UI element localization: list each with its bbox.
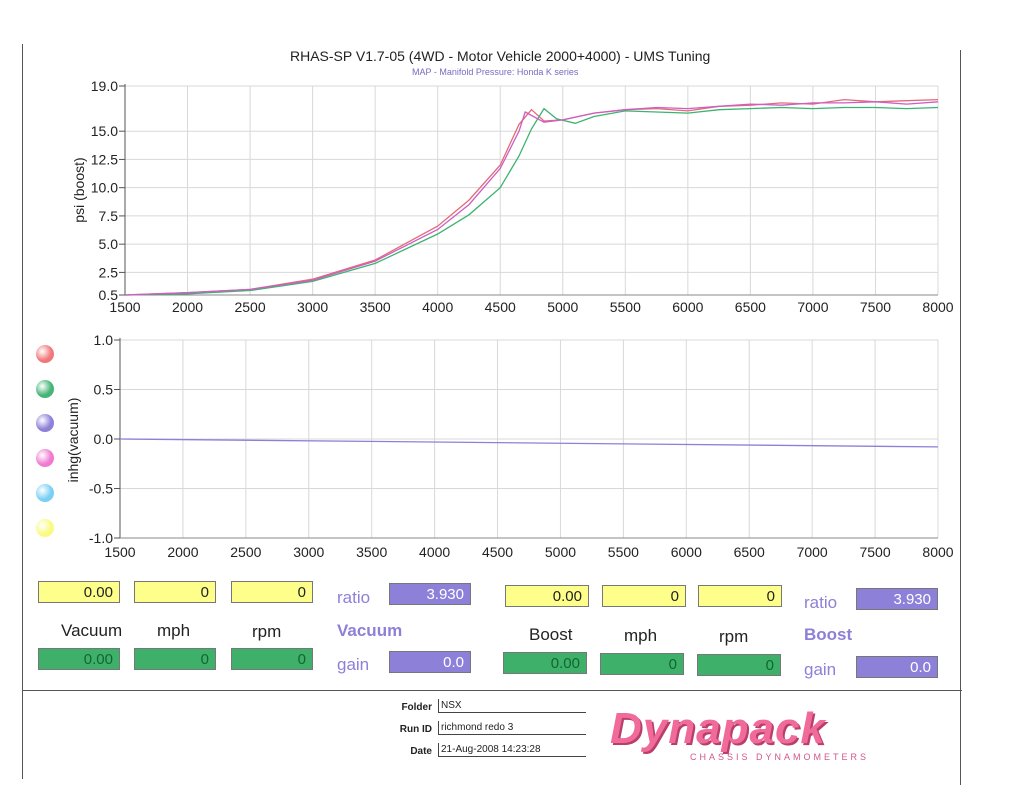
vacuum-chart: 1500 2000 2500 3000 3500 4000 4500 5000 5500 6000… xyxy=(65,332,954,560)
vacuum-name-label: Vacuum xyxy=(337,621,403,640)
boost-mph-top: 0 xyxy=(602,585,686,607)
vacuum-ratio-value: 3.930 xyxy=(389,583,471,605)
boost-x-tick-label: 3000 xyxy=(297,299,328,315)
boost-value-bottom: 0.00 xyxy=(503,652,587,674)
legend-led-4 xyxy=(36,449,54,467)
boost-series-line-2 xyxy=(124,106,939,296)
boost-x-tick-label: 6000 xyxy=(672,299,703,315)
boost-rpm-top: 0 xyxy=(698,585,782,607)
vacuum-x-tick-label: 4500 xyxy=(482,544,513,560)
boost-y-tick-label: 19.0 xyxy=(91,78,118,94)
legend-led-5 xyxy=(36,484,54,502)
boost-ratio-label: ratio xyxy=(804,593,838,612)
vacuum-rpm-top: 0 xyxy=(231,581,313,603)
boost-y-tick-label: 0.5 xyxy=(99,287,119,303)
vacuum-x-tick-label: 2000 xyxy=(167,544,198,560)
vacuum-heading: Vacuum xyxy=(61,621,123,640)
vacuum-value-top: 0.00 xyxy=(38,581,120,603)
boost-x-tick-label: 5500 xyxy=(610,299,641,315)
boost-ratio-value: 3.930 xyxy=(856,588,938,610)
vacuum-x-tick-label: 4000 xyxy=(419,544,450,560)
page-right-edge xyxy=(960,50,961,785)
vacuum-x-tick-label: 7000 xyxy=(797,544,828,560)
page-left-edge xyxy=(22,44,23,779)
vacuum-y-tick-label: -1.0 xyxy=(89,530,113,546)
vacuum-y-tick-label: 1.0 xyxy=(94,332,114,348)
boost-name-label: Boost xyxy=(804,625,853,644)
boost-series-line-3 xyxy=(124,101,939,296)
boost-mph-label: mph xyxy=(624,626,658,645)
dynapack-logo: Dynapack xyxy=(610,704,826,753)
vacuum-mph-bottom: 0 xyxy=(134,648,216,670)
boost-x-tick-label: 5000 xyxy=(547,299,578,315)
vacuum-y-tick-label: 0.5 xyxy=(94,382,114,398)
report-title: RHAS-SP V1.7-05 (4WD - Motor Vehicle 200… xyxy=(290,48,711,64)
boost-y-tick-label: 5.0 xyxy=(99,236,119,252)
date-label: Date xyxy=(410,746,432,757)
runid-label: Run ID xyxy=(399,724,432,735)
vacuum-y-tick-label: -0.5 xyxy=(89,481,113,497)
boost-x-tick-label: 7000 xyxy=(797,299,828,315)
vacuum-y-tick-label: 0.0 xyxy=(94,431,114,447)
vacuum-mph-label: mph xyxy=(157,621,191,640)
vacuum-x-tick-label: 8000 xyxy=(922,544,953,560)
boost-mph-bottom: 0 xyxy=(600,653,684,675)
boost-y-axis-label: psi (boost) xyxy=(71,157,87,222)
vacuum-ratio-label: ratio xyxy=(337,588,371,607)
vacuum-y-axis-label: inhg(vacuum) xyxy=(65,398,81,483)
boost-x-tick-label: 1500 xyxy=(109,299,140,315)
boost-x-tick-label: 7500 xyxy=(860,299,891,315)
vacuum-series-line-1 xyxy=(119,438,939,448)
footer-divider xyxy=(22,690,962,691)
vacuum-gain-label: gain xyxy=(337,655,370,674)
vacuum-rpm-label: rpm xyxy=(252,622,282,641)
legend-led-3 xyxy=(36,414,54,432)
legend-led-2 xyxy=(36,380,54,398)
legend-led-1 xyxy=(36,345,54,363)
folder-value: NSX xyxy=(438,699,586,713)
vacuum-value-bottom: 0.00 xyxy=(38,648,120,670)
vacuum-x-tick-label: 3000 xyxy=(293,544,324,560)
boost-x-tick-label: 2500 xyxy=(234,299,265,315)
vacuum-x-tick-label: 3500 xyxy=(356,544,387,560)
dynapack-logo-subtitle: CHASSIS DYNAMOMETERS xyxy=(690,752,870,762)
boost-x-tick-label: 4000 xyxy=(422,299,453,315)
boost-x-tick-label: 2000 xyxy=(172,299,203,315)
boost-heading: Boost xyxy=(529,625,573,644)
boost-gain-value: 0.0 xyxy=(856,656,938,678)
legend-led-6 xyxy=(36,519,54,537)
vacuum-x-tick-label: 2500 xyxy=(230,544,261,560)
boost-value-top: 0.00 xyxy=(505,585,589,607)
boost-y-tick-label: 7.5 xyxy=(99,208,119,224)
vacuum-x-tick-label: 5500 xyxy=(608,544,639,560)
boost-chart: 1500 2000 2500 3000 3500 4000 4500 5000 5500 6000… xyxy=(71,78,954,315)
boost-rpm-bottom: 0 xyxy=(697,654,781,676)
vacuum-rpm-bottom: 0 xyxy=(231,648,313,670)
vacuum-x-tick-label: 1500 xyxy=(104,544,135,560)
boost-x-tick-label: 3500 xyxy=(360,299,391,315)
date-value: 21-Aug-2008 14:23:28 xyxy=(438,743,586,757)
report-subtitle: MAP - Manifold Pressure: Honda K series xyxy=(412,67,579,77)
vacuum-x-tick-label: 5000 xyxy=(545,544,576,560)
vacuum-gain-value: 0.0 xyxy=(389,651,471,673)
boost-gain-label: gain xyxy=(804,660,837,679)
runid-value: richmond redo 3 xyxy=(438,721,586,735)
folder-label: Folder xyxy=(401,702,432,713)
boost-x-tick-label: 6500 xyxy=(735,299,766,315)
boost-x-tick-label: 4500 xyxy=(485,299,516,315)
vacuum-mph-top: 0 xyxy=(134,581,216,603)
boost-rpm-label: rpm xyxy=(719,627,749,646)
vacuum-x-tick-label: 7500 xyxy=(859,544,890,560)
vacuum-x-tick-label: 6500 xyxy=(734,544,765,560)
boost-y-tick-label: 10.0 xyxy=(91,180,118,196)
boost-y-tick-label: 12.5 xyxy=(91,151,118,167)
boost-y-tick-label: 2.5 xyxy=(99,264,119,280)
boost-y-tick-label: 15.0 xyxy=(91,123,118,139)
boost-x-tick-label: 8000 xyxy=(922,299,953,315)
vacuum-x-tick-label: 6000 xyxy=(671,544,702,560)
